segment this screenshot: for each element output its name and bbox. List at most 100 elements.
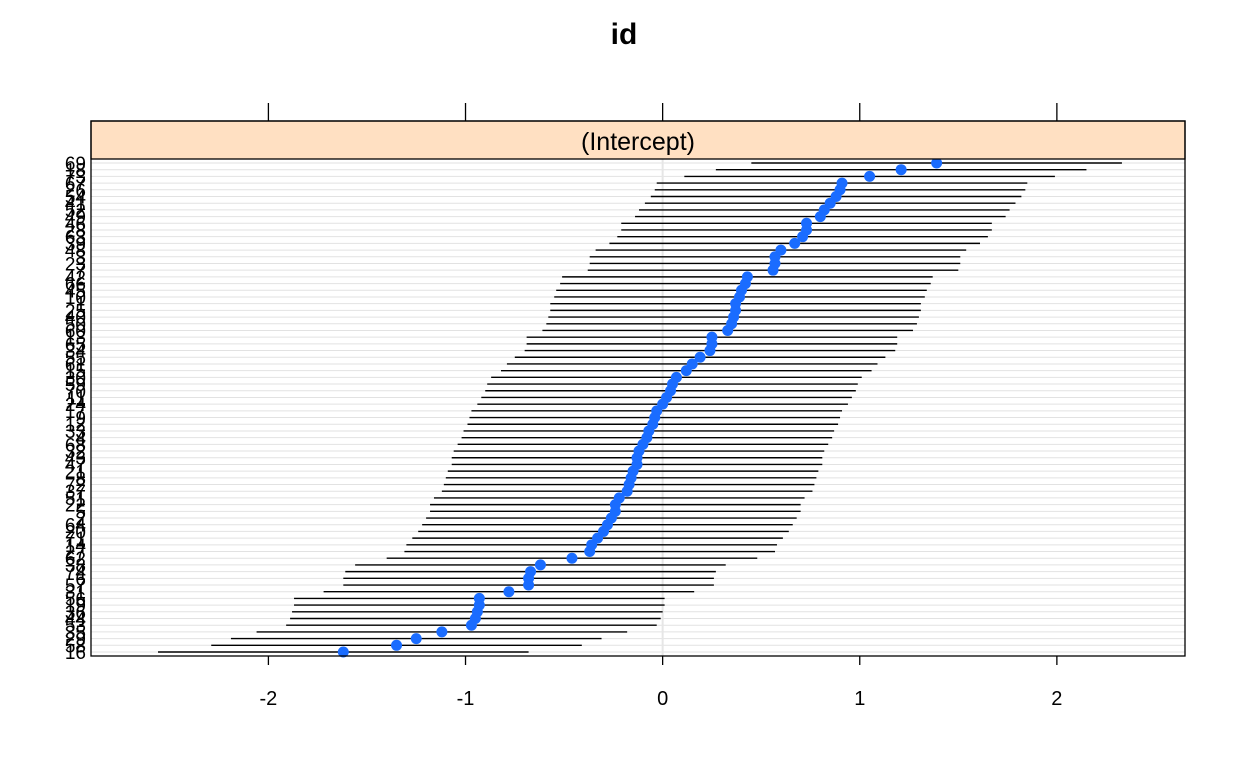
y-tick-label-14: 14 (65, 536, 87, 557)
estimate-point-73 (864, 170, 876, 182)
y-tick-label-1: 1 (75, 295, 86, 316)
y-tick-label-49: 49 (65, 208, 86, 229)
y-tick-label-35: 35 (65, 623, 86, 644)
y-tick-label-13: 13 (65, 328, 86, 349)
estimate-point-16 (337, 646, 349, 658)
estimate-point-30 (670, 371, 682, 383)
y-tick-label-33: 33 (65, 422, 86, 443)
estimate-point-51 (613, 492, 625, 504)
y-tick-label-24: 24 (65, 395, 87, 416)
y-tick-label-72: 72 (65, 476, 86, 497)
y-tick-label-69: 69 (65, 154, 86, 175)
y-tick-label-3: 3 (75, 248, 86, 269)
y-tick-label-64: 64 (65, 516, 87, 537)
plot-background (91, 159, 1185, 656)
y-tick-label-16: 16 (65, 643, 86, 664)
y-tick-label-26: 26 (65, 181, 86, 202)
y-tick-label-36: 36 (65, 603, 86, 624)
y-tick-label-56: 56 (65, 589, 86, 610)
y-tick-label-40: 40 (65, 308, 86, 329)
estimate-point-62 (566, 552, 578, 564)
x-tick-label: -2 (260, 688, 278, 710)
y-tick-label-68: 68 (65, 435, 86, 456)
y-tick-label-66: 66 (65, 275, 86, 296)
estimate-point-56 (473, 592, 485, 604)
y-tick-label-42: 42 (65, 268, 86, 289)
y-tick-label-15: 15 (65, 362, 86, 383)
estimate-point-61 (686, 358, 698, 370)
y-tick-label-71: 71 (65, 529, 86, 550)
y-tick-label-4: 4 (75, 429, 86, 450)
y-tick-label-2: 2 (75, 509, 86, 530)
y-tick-label-10: 10 (65, 288, 86, 309)
estimate-point-74 (525, 566, 537, 578)
estimate-point-29 (410, 633, 422, 645)
y-tick-label-34: 34 (65, 342, 87, 363)
y-tick-label-47: 47 (65, 455, 86, 476)
y-tick-label-6: 6 (75, 569, 86, 590)
y-tick-label-55: 55 (65, 348, 86, 369)
y-tick-label-38: 38 (65, 556, 86, 577)
outer-frame (90, 120, 1186, 657)
y-tick-label-62: 62 (65, 549, 86, 570)
y-tick-label-60: 60 (65, 321, 86, 342)
y-tick-label-50: 50 (65, 315, 86, 336)
y-tick-label-73: 73 (65, 167, 86, 188)
y-tick-label-30: 30 (65, 368, 86, 389)
y-tick-label-45: 45 (65, 281, 86, 302)
estimate-point-39 (789, 237, 801, 249)
y-tick-label-74: 74 (65, 563, 87, 584)
y-tick-label-37: 37 (65, 482, 86, 503)
y-tick-label-39: 39 (65, 234, 86, 255)
estimate-point-35 (436, 626, 448, 638)
y-tick-label-19: 19 (65, 596, 86, 617)
y-tick-label-18: 18 (65, 161, 86, 182)
y-tick-label-41: 41 (65, 194, 86, 215)
x-tick-label: 0 (657, 688, 668, 710)
y-tick-label-20: 20 (65, 522, 86, 543)
y-tick-label-17: 17 (65, 402, 86, 423)
estimate-points (337, 157, 943, 658)
panel-strip-label: (Intercept) (581, 128, 695, 156)
estimate-point-46 (801, 217, 813, 229)
plot-area (91, 159, 1185, 656)
y-tick-label-27: 27 (65, 543, 86, 564)
y-tick-label-21: 21 (65, 462, 86, 483)
panel-strip-background (90, 120, 1186, 160)
estimate-point-48 (775, 244, 787, 256)
y-tick-label-9: 9 (75, 409, 86, 430)
y-tick-label-58: 58 (65, 636, 86, 657)
y-tick-label-67: 67 (65, 174, 86, 195)
chart-title: id (611, 18, 638, 51)
y-tick-label-63: 63 (65, 228, 86, 249)
y-tick-label-70: 70 (65, 382, 86, 403)
x-tick-label: 2 (1051, 688, 1062, 710)
y-tick-label-48: 48 (65, 241, 86, 262)
estimate-point-18 (895, 164, 907, 176)
estimate-point-67 (836, 177, 848, 189)
y-tick-label-31: 31 (65, 583, 86, 604)
x-tick-label: -1 (457, 688, 475, 710)
estimate-point-31 (503, 586, 515, 598)
y-tick-label-8: 8 (75, 469, 86, 490)
estimate-point-13 (706, 331, 718, 343)
y-tick-labels: 1658293553443619563157674386227147120642… (65, 154, 87, 664)
panel-strip: (Intercept) (90, 120, 1186, 160)
y-tick-label-52: 52 (65, 201, 86, 222)
x-axis: -2 -1 0 1 2 (260, 103, 1062, 710)
frame-border (90, 120, 1186, 657)
y-tick-label-46: 46 (65, 214, 86, 235)
estimate-point-38 (534, 559, 546, 571)
y-tick-label-25: 25 (65, 301, 86, 322)
y-tick-label-44: 44 (65, 610, 87, 631)
y-tick-label-22: 22 (65, 496, 86, 517)
x-tick-label: 1 (854, 688, 865, 710)
estimate-point-58 (391, 639, 403, 651)
y-tick-label-53: 53 (65, 616, 86, 637)
y-tick-label-61: 61 (65, 355, 86, 376)
y-tick-label-23: 23 (65, 254, 86, 275)
y-tick-label-43: 43 (65, 449, 86, 470)
y-tick-label-29: 29 (65, 630, 86, 651)
